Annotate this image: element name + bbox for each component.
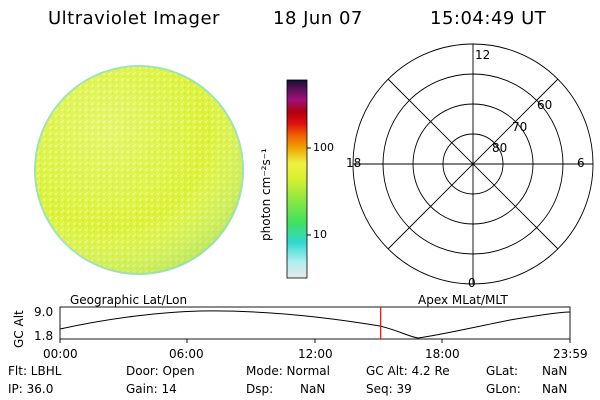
mlt-label-0: 0 <box>468 276 476 290</box>
info-door: Door: Open <box>126 364 195 378</box>
date-label: 18 Jun 07 <box>273 8 363 29</box>
info-gain: Gain: 14 <box>126 382 177 396</box>
colorbar-tick-100: 100 <box>313 141 334 154</box>
x-tick-1200: 12:00 <box>298 347 333 361</box>
mlt-label-6: 6 <box>577 156 585 170</box>
info-glon-label: GLon: <box>486 382 521 396</box>
info-gc-alt: GC Alt: 4.2 Re <box>366 364 450 378</box>
info-glon-value: NaN <box>542 382 568 396</box>
timeline-y-top: 9.0 <box>34 305 54 319</box>
lat-label-60: 60 <box>537 98 553 112</box>
info-dsp-value: NaN <box>300 382 326 396</box>
info-glat-label: GLat: <box>486 364 519 378</box>
timeline-left-label: Geographic Lat/Lon <box>70 293 188 307</box>
info-mode: Mode: Normal <box>246 364 330 378</box>
mlt-label-18: 18 <box>346 156 362 170</box>
x-tick-2359: 23:59 <box>553 347 588 361</box>
x-tick-0600: 06:00 <box>169 347 204 361</box>
timeline-y-bottom: 1.8 <box>34 329 54 343</box>
info-dsp-label: Dsp: <box>246 382 274 396</box>
info-filter: Flt: LBHL <box>8 364 62 378</box>
x-tick-1800: 18:00 <box>425 347 460 361</box>
mlt-label-12: 12 <box>475 48 491 62</box>
info-seq: Seq: 39 <box>366 382 412 396</box>
x-tick-0000: 00:00 <box>43 347 78 361</box>
colorbar-tick-10: 10 <box>313 228 327 241</box>
lat-label-70: 70 <box>512 120 528 134</box>
time-label: 15:04:49 UT <box>430 8 547 29</box>
timeline-right-label: Apex MLat/MLT <box>418 293 508 307</box>
app-title: Ultraviolet Imager <box>48 8 220 29</box>
info-ip: IP: 36.0 <box>8 382 54 396</box>
lat-label-80: 80 <box>492 141 508 155</box>
info-glat-value: NaN <box>542 364 568 378</box>
